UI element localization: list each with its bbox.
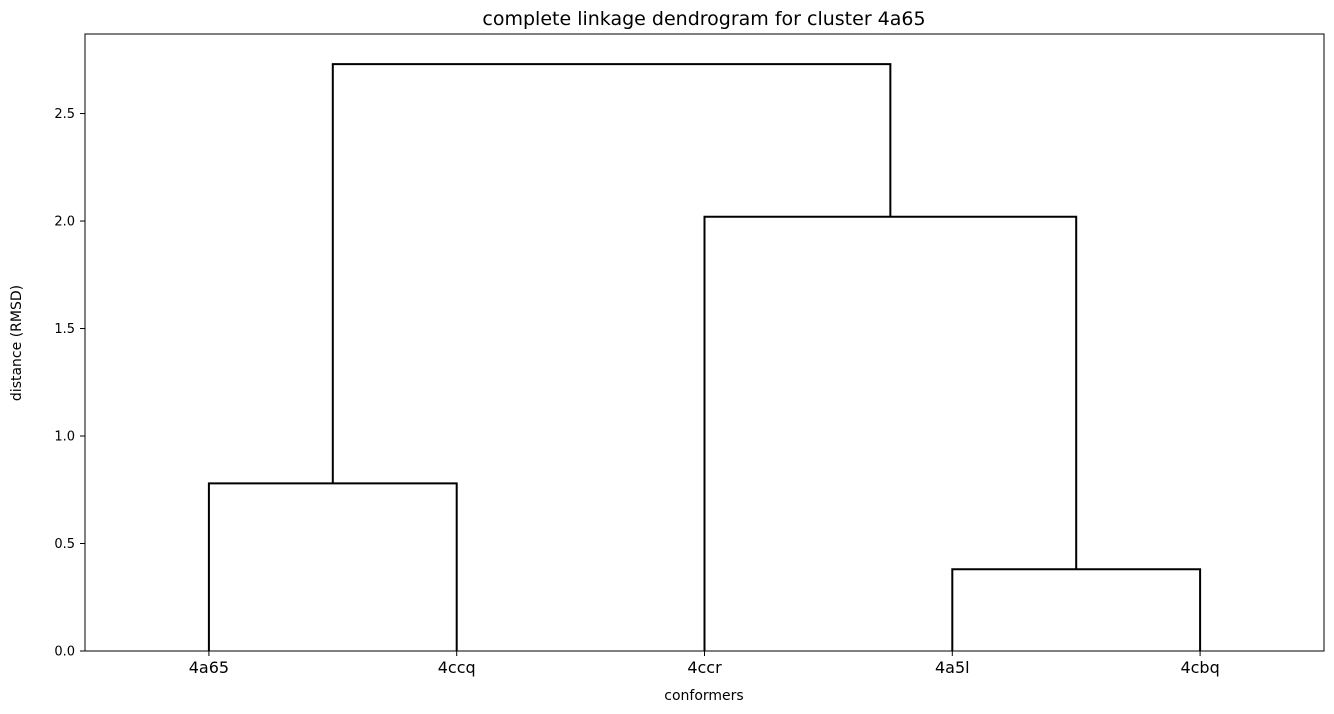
leaf-label-4ccr: 4ccr: [687, 658, 722, 677]
dendrogram-link-1: [207, 482, 458, 651]
chart-title: complete linkage dendrogram for cluster …: [482, 8, 925, 30]
x-axis-label: conformers: [664, 688, 743, 704]
dendrogram-link-3: [703, 215, 1078, 651]
y-tick-label: 2.0: [54, 215, 75, 230]
y-tick-label: 2.5: [54, 107, 75, 122]
y-tick-label: 1.5: [54, 322, 75, 337]
leaf-label-4ccq: 4ccq: [438, 658, 476, 677]
dendrogram-link-4: [331, 63, 892, 484]
leaf-label-4cbq: 4cbq: [1180, 658, 1219, 677]
leaf-label-4a65: 4a65: [189, 658, 229, 677]
y-tick-label: 1.0: [54, 430, 75, 445]
y-tick-label: 0.5: [54, 537, 75, 552]
y-axis-label: distance (RMSD): [9, 285, 25, 401]
dendrogram-link-2: [951, 568, 1202, 651]
y-tick-label: 0.0: [54, 645, 75, 660]
dendrogram-links: [207, 63, 1202, 651]
leaf-label-4a5l: 4a5l: [935, 658, 970, 677]
y-axis-ticks: 0.0 0.5 1.0 1.5 2.0 2.5: [54, 107, 85, 660]
x-axis-ticks: 4a65 4ccq 4ccr 4a5l 4cbq: [189, 651, 1220, 677]
